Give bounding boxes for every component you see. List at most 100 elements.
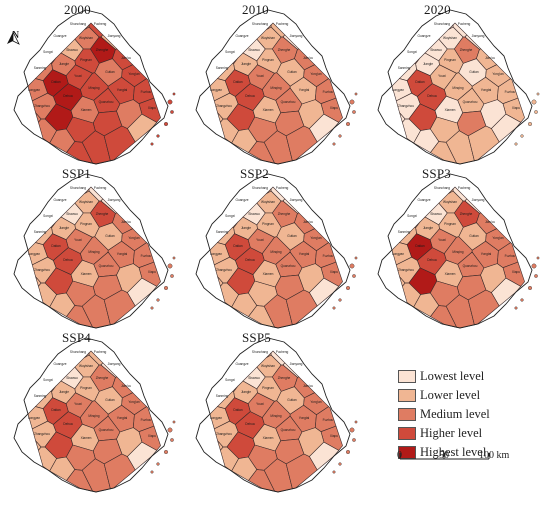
county-label: Pucheng (458, 186, 471, 190)
county-label: Dehua (63, 94, 73, 98)
county-label: Yongtai (299, 416, 310, 420)
legend-label: Medium level (420, 407, 490, 421)
county-label: Jiangle (59, 62, 69, 66)
county-region (430, 141, 457, 164)
county-label: Songxi (407, 214, 417, 218)
county-label: Datian (233, 244, 242, 248)
county-label: Minqing (270, 86, 281, 90)
county-label: Quanzhou (463, 100, 478, 104)
north-arrow-icon (7, 31, 20, 45)
county-label: Fuzhou (141, 90, 152, 94)
map-panel-2: Pucheng Guangze Wuyishan Shaowu Jianyang Song… (366, 2, 544, 170)
county-label: Gutian (469, 234, 479, 238)
panel-title-7: SSP5 (242, 330, 271, 345)
islet (527, 285, 532, 290)
county-label: Jiangle (59, 390, 69, 394)
county-label: Shunchang (434, 186, 450, 190)
county-region (66, 305, 93, 328)
scale-bar: 0 50 100 km (397, 449, 529, 479)
county-label: Jiangle (59, 226, 69, 230)
county-label: Quanzhou (463, 264, 478, 268)
county-label: Jianyang (472, 34, 485, 38)
islet (349, 263, 355, 269)
legend-swatch (398, 370, 416, 383)
county-label: Xiapu (330, 434, 338, 438)
islet (527, 121, 532, 126)
islet (172, 92, 176, 96)
scale-bar-graphic (399, 453, 490, 460)
county-label: Shaowu (248, 212, 260, 216)
county-label: Xiamen (81, 436, 92, 440)
county-label: Jian'ou (121, 56, 131, 60)
county-label: Xiapu (330, 270, 338, 274)
islet (150, 142, 154, 146)
islet (156, 462, 160, 466)
panel-title-3: SSP1 (62, 166, 91, 181)
county-label: Xiamen (81, 108, 92, 112)
county-label: Minqing (270, 250, 281, 254)
county-label: Fuzhou (505, 254, 516, 258)
county-label: Xiapu (512, 270, 520, 274)
islet (167, 427, 173, 433)
county-label: Pingnan (262, 58, 274, 62)
legend-label: Highest level (420, 445, 487, 459)
legend-item-higher: Higher level (398, 425, 548, 444)
county-label: Shaowu (66, 48, 78, 52)
province-outline (195, 337, 351, 493)
islet (170, 110, 174, 114)
legend-item-lower: Lower level (398, 387, 548, 406)
county-label: Shunchang (70, 350, 86, 354)
county-label: Dehua (245, 94, 255, 98)
map-svg-3: Pucheng Guangze Wuyishan Shaowu Jianyang Song… (13, 173, 176, 329)
county-label: Longyan (28, 88, 40, 92)
county-label: Shaowu (66, 212, 78, 216)
county-label: Shunchang (70, 22, 86, 26)
county-label: Pingnan (444, 58, 456, 62)
map-panel-7: Pucheng Guangze Wuyishan Shaowu Jianyang Song… (184, 330, 362, 498)
county-label: Jianyang (108, 198, 121, 202)
scale-tick-0: 0 (397, 450, 402, 461)
county-label: Pingnan (80, 222, 92, 226)
county-label: Pucheng (276, 350, 289, 354)
islet (156, 134, 160, 138)
county-label: Zhenghe (96, 48, 109, 52)
county-label: Xiapu (330, 106, 338, 110)
islet (172, 256, 176, 260)
county-label: Dehua (63, 258, 73, 262)
islet (520, 298, 524, 302)
legend-label: Lowest level (420, 369, 485, 383)
county-label: Fuzhou (323, 90, 334, 94)
map-panel-4: Pucheng Guangze Wuyishan Shaowu Jianyang Song… (184, 166, 362, 334)
county-label: Quanzhou (281, 100, 296, 104)
county-label: Jian'ou (121, 220, 131, 224)
county-label: Jianyang (108, 362, 121, 366)
county-region (66, 141, 93, 164)
county-label: Youxi (74, 74, 82, 78)
county-region (413, 128, 440, 153)
county-label: Shunchang (252, 22, 268, 26)
north-arrow: N (4, 22, 22, 46)
county-label: Yong'an (310, 400, 322, 404)
islet (536, 256, 540, 260)
county-label: Zhangzhou (216, 104, 232, 108)
county-label: Songxi (43, 378, 53, 382)
islet (172, 420, 176, 424)
county-region (430, 305, 457, 328)
islet (170, 274, 174, 278)
islet (352, 438, 356, 442)
county-label: Shaowu (248, 48, 260, 52)
legend-swatch (398, 408, 416, 421)
county-label: Zhangzhou (216, 432, 232, 436)
county-label: Datian (233, 408, 242, 412)
panel-title-4: SSP2 (240, 166, 269, 181)
county-label: Minqing (452, 86, 463, 90)
county-label: Sanming (34, 230, 47, 234)
province-outline (377, 173, 533, 329)
county-label: Shaowu (430, 212, 442, 216)
county-region (49, 456, 76, 481)
county-label: Youxi (438, 238, 446, 242)
county-label: Yong'an (128, 400, 140, 404)
county-label: Jian'ou (485, 56, 495, 60)
county-label: Shaowu (248, 376, 260, 380)
county-label: Songxi (225, 214, 235, 218)
